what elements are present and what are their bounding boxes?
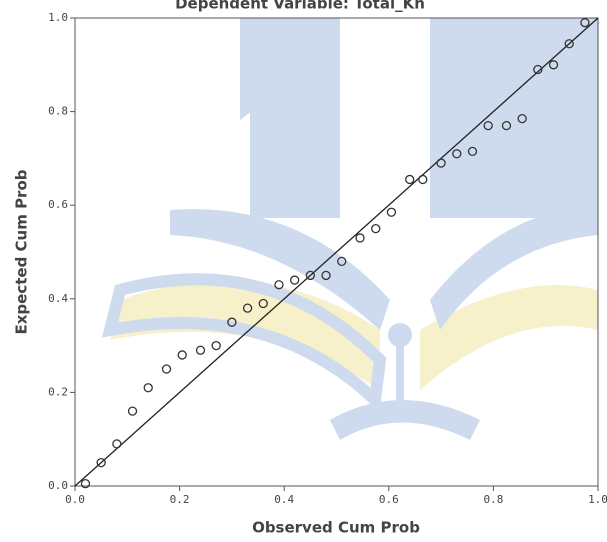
chart-title: Dependent Variable: Total_Kn: [175, 0, 425, 13]
point: [129, 407, 137, 415]
chart: Dependent Variable: Total_Kn Observed Cu…: [0, 0, 607, 542]
y-tick-label: 0.0: [48, 479, 68, 492]
point: [197, 346, 205, 354]
x-tick-label: 0.4: [274, 493, 294, 506]
y-tick-label: 0.4: [48, 292, 68, 305]
point: [291, 276, 299, 284]
point: [212, 342, 220, 350]
page: {"chart_data": {"type": "scatter", "titl…: [0, 0, 607, 542]
y-tick-label: 0.6: [48, 198, 68, 211]
x-axis-title: Observed Cum Prob: [252, 519, 420, 537]
point: [406, 175, 414, 183]
x-tick-label: 0.8: [483, 493, 503, 506]
point: [387, 208, 395, 216]
watermark: [110, 18, 598, 440]
x-tick-label: 0.0: [65, 493, 85, 506]
point: [163, 365, 171, 373]
point: [178, 351, 186, 359]
point: [144, 384, 152, 392]
point: [113, 440, 121, 448]
x-tick-label: 1.0: [588, 493, 607, 506]
point: [419, 175, 427, 183]
point: [356, 234, 364, 242]
y-axis-title: Expected Cum Prob: [13, 169, 31, 334]
y-tick-label: 1.0: [48, 11, 68, 24]
x-tick-label: 0.6: [379, 493, 399, 506]
x-tick-label: 0.2: [170, 493, 190, 506]
point: [372, 225, 380, 233]
y-tick-label: 0.2: [48, 385, 68, 398]
y-tick-label: 0.8: [48, 105, 68, 118]
